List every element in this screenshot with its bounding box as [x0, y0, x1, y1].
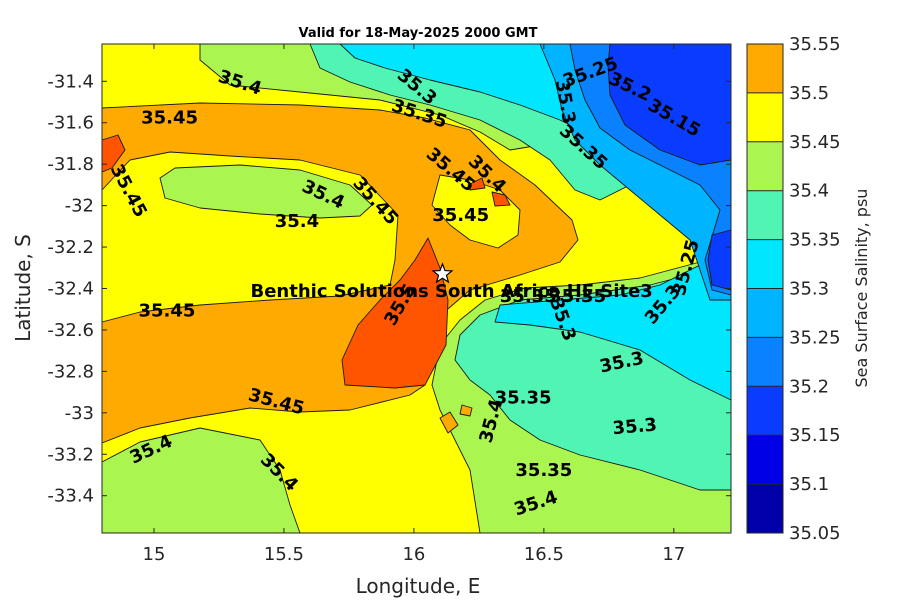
region-35.45-35.5-small2: [459, 404, 473, 417]
region-35.5-35.55-small2: [491, 191, 511, 207]
region-35.5-35.55-small1: [467, 177, 486, 191]
y-tick-label: -32.2: [47, 237, 94, 258]
y-tick-label: -31.4: [47, 71, 94, 92]
contour-label: 35.35: [515, 460, 572, 481]
region-35.5-35.55-main: [341, 237, 449, 389]
colorbar-segment: [747, 337, 783, 387]
y-tick-label: -32.6: [47, 320, 94, 341]
colorbar-segment: [747, 484, 783, 533]
colorbar-segment: [747, 44, 783, 93]
site-label: Benthic Solutions South Africa HF Site3: [250, 281, 652, 302]
colorbar-tick-label: 35.15: [789, 425, 841, 446]
colorbar-tick-label: 35.4: [789, 181, 829, 202]
contour-label: 35.4: [275, 211, 319, 232]
contour-label: 35.45: [432, 205, 489, 226]
colorbar: [746, 43, 784, 534]
y-axis-ticks: -31.4 -31.6 -31.8 -32 -32.2 -32.4 -32.6 -32.8 -3…: [47, 71, 731, 507]
y-tick-label: -31.6: [47, 113, 94, 134]
y-tick-label: -33: [65, 403, 94, 424]
x-axis-label: Longitude, E: [356, 574, 481, 598]
contour-label: 35.35: [495, 387, 552, 408]
colorbar-segment: [747, 386, 783, 436]
site-marker-group: Benthic Solutions South Africa HF Site3: [250, 262, 653, 302]
y-tick-label: -32.8: [47, 361, 94, 382]
colorbar-tick-label: 35.5: [789, 83, 829, 104]
region-35.25-35.3-south: [494, 249, 732, 401]
y-tick-label: -31.8: [47, 154, 94, 175]
colorbar-segment: [747, 141, 783, 191]
y-tick-label: -33.2: [47, 444, 94, 465]
colorbar-segment: [747, 239, 783, 289]
colorbar-tick-label: 35.1: [789, 474, 829, 495]
region-35.35-35.4-island: [159, 164, 373, 219]
colorbar-tick-label: 35.55: [789, 34, 841, 55]
colorbar-segment: [747, 92, 783, 142]
contour-label: 35.3: [612, 414, 658, 439]
x-tick-label: 16: [402, 544, 425, 565]
colorbar-segment: [747, 435, 783, 485]
chart-title: Valid for 18-May-2025 2000 GMT: [299, 26, 538, 41]
colorbar-segment: [747, 190, 783, 240]
colorbar-tick-label: 35.35: [789, 230, 841, 251]
contour-label: 35.35: [500, 286, 557, 307]
contour-label: 35.45: [139, 300, 196, 321]
site-star-icon: [431, 262, 454, 284]
colorbar-label: Sea Surface Salinity, psu: [852, 189, 871, 388]
colorbar-tick-label: 35.45: [789, 132, 841, 153]
colorbar-tick-label: 35.25: [789, 327, 841, 348]
contour-label: 35.45: [141, 108, 198, 129]
y-tick-label: -33.4: [47, 486, 94, 507]
y-axis-label: Latitude, S: [11, 234, 35, 342]
colorbar-tick-label: 35.2: [789, 376, 829, 397]
x-tick-label: 15: [143, 544, 166, 565]
colorbar-tick-label: 35.3: [789, 279, 829, 300]
y-tick-label: -32.4: [47, 279, 94, 300]
x-tick-label: 15.5: [264, 544, 304, 565]
colorbar-ticks: 35.05 35.1 35.15 35.2 35.25 35.3 35.35 35.4 35.4…: [747, 34, 841, 544]
colorbar-tick-label: 35.05: [789, 523, 841, 544]
x-tick-label: 17: [662, 544, 685, 565]
region-35.45-35.5-small: [439, 411, 459, 434]
x-axis-ticks: 15 15.5 16 16.5 17: [143, 44, 685, 565]
region-35.1-35.15-small: [707, 229, 732, 291]
contour-label: 35.35: [549, 286, 606, 307]
x-tick-label: 16.5: [524, 544, 564, 565]
y-tick-label: -32: [65, 196, 94, 217]
contour-plot-area: [101, 43, 732, 534]
colorbar-segment: [747, 288, 783, 338]
